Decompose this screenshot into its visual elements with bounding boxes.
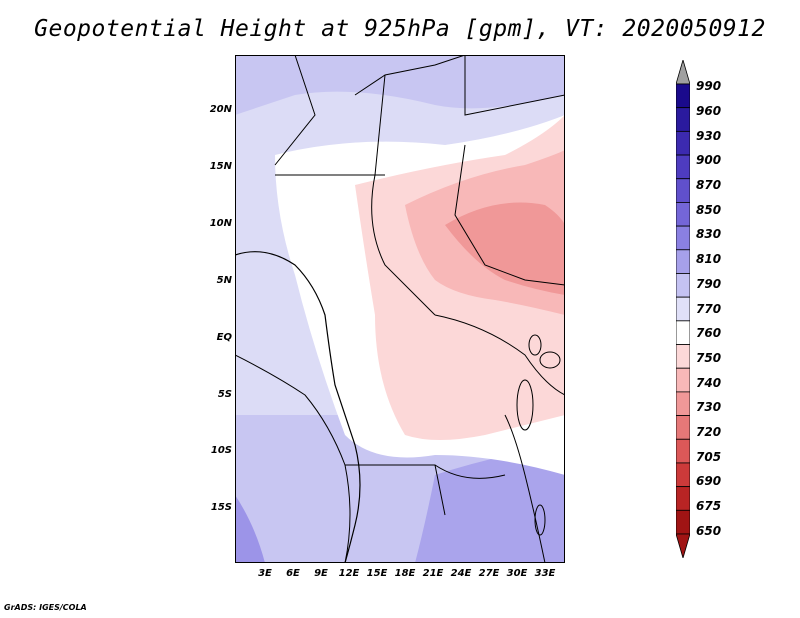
- colorbar-label: 850: [696, 203, 722, 217]
- map-frame: [235, 55, 565, 563]
- lon-tick: 12E: [338, 568, 360, 579]
- lat-tick: 10S: [210, 445, 232, 456]
- colorbar-swatch: [676, 83, 690, 109]
- colorbar-label: 830: [696, 227, 722, 241]
- field-southeast-deep-blue: [415, 445, 565, 563]
- lon-tick: 27E: [478, 568, 500, 579]
- lat-tick: EQ: [216, 332, 232, 343]
- field-north-blue: [235, 55, 565, 115]
- colorbar-swatch: [676, 509, 690, 535]
- colorbar-label: 770: [696, 302, 722, 316]
- colorbar-swatch: [676, 202, 690, 227]
- colorbar-swatch: [676, 367, 690, 393]
- colorbar-swatch: [676, 225, 690, 251]
- colorbar-label: 790: [696, 277, 722, 291]
- lakes: [516, 334, 561, 536]
- country-borders: [235, 55, 565, 563]
- colorbar-swatch: [676, 296, 690, 322]
- colorbar-swatch: [676, 154, 690, 180]
- lat-tick: 15N: [209, 161, 232, 172]
- lat-tick: 15S: [210, 502, 232, 513]
- colorbar-bottom-arrow: [676, 533, 690, 558]
- lat-tick: 20N: [209, 104, 232, 115]
- colorbar-label: 750: [696, 351, 722, 365]
- colorbar-label: 690: [696, 474, 722, 488]
- colorbar-swatch: [676, 107, 690, 132]
- lat-tick: 5S: [217, 389, 232, 400]
- colorbar-swatch: [676, 462, 690, 488]
- lon-tick: 33E: [534, 568, 556, 579]
- colorbar-swatch: [676, 438, 690, 464]
- colorbar-label: 900: [696, 153, 722, 167]
- colorbar-swatch: [676, 178, 690, 203]
- grads-credit: GrADS: IGES/COLA: [4, 603, 87, 612]
- colorbar-swatch: [676, 486, 690, 511]
- colorbar-label: 810: [696, 252, 722, 266]
- chart-title: Geopotential Height at 925hPa [gpm], VT:…: [34, 16, 766, 42]
- colorbar-top-arrow: [676, 60, 690, 85]
- lon-tick: 6E: [286, 568, 300, 579]
- colorbar-label: 740: [696, 376, 722, 390]
- colorbar-swatch: [676, 130, 690, 156]
- lon-tick: 21E: [422, 568, 444, 579]
- colorbar-label: 960: [696, 104, 722, 118]
- lat-tick: 10N: [209, 218, 232, 229]
- lon-tick: 15E: [366, 568, 388, 579]
- lon-tick: 30E: [506, 568, 528, 579]
- colorbar-swatch: [676, 320, 690, 345]
- colorbar-swatch: [676, 273, 690, 298]
- colorbar-label: 990: [696, 79, 722, 93]
- colorbar-label: 705: [696, 450, 722, 464]
- colorbar-swatch: [676, 249, 690, 274]
- colorbar-label: 930: [696, 129, 722, 143]
- map-plot: [235, 55, 565, 563]
- colorbar-label: 760: [696, 326, 722, 340]
- colorbar-label: 730: [696, 400, 722, 414]
- lat-tick: 5N: [216, 275, 232, 286]
- colorbar-label: 870: [696, 178, 722, 192]
- lon-tick: 3E: [258, 568, 272, 579]
- field-southwest-blue: [235, 495, 265, 563]
- lon-tick: 24E: [450, 568, 472, 579]
- coastline: [235, 251, 361, 563]
- colorbar-label: 650: [696, 524, 722, 538]
- colorbar-label: 675: [696, 499, 722, 513]
- lon-tick: 18E: [394, 568, 416, 579]
- lon-tick: 9E: [314, 568, 328, 579]
- colorbar-swatch: [676, 391, 690, 416]
- colorbar-swatch: [676, 415, 690, 440]
- colorbar-label: 720: [696, 425, 722, 439]
- colorbar: [676, 60, 690, 558]
- colorbar-swatch: [676, 344, 690, 369]
- field-pink-730: [445, 202, 565, 295]
